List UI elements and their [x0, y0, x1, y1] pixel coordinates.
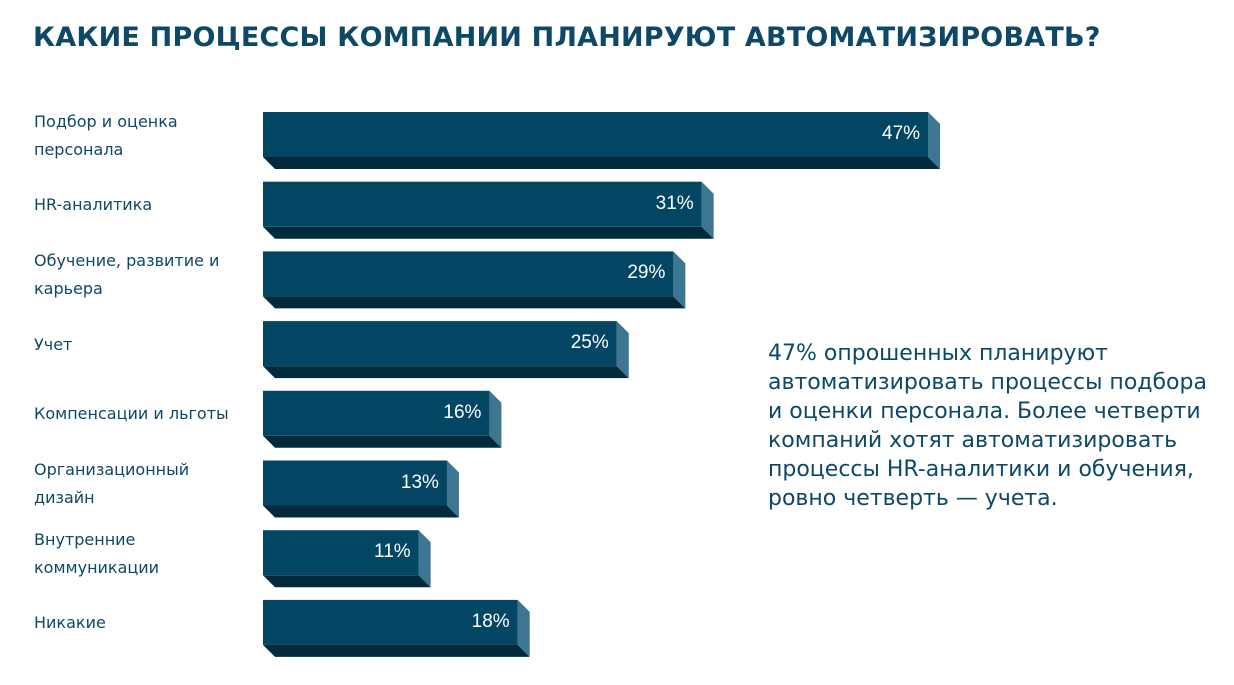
- bar-4: [263, 390, 502, 448]
- bar-value-label: 31%: [655, 192, 694, 214]
- bar-1: [263, 181, 714, 239]
- bar-value-label: 25%: [570, 332, 609, 354]
- category-label: Обучение, развитие и карьера: [34, 250, 220, 298]
- category-label: Учет: [34, 334, 73, 354]
- bar-bottom: [263, 505, 459, 518]
- bar-value-label: 29%: [627, 262, 666, 284]
- bar-front: [263, 460, 447, 506]
- bar-bottom: [263, 157, 941, 169]
- bar-value-label: 47%: [882, 123, 921, 144]
- bar-front: [263, 181, 702, 227]
- category-label: HR-аналитика: [34, 195, 153, 215]
- bar-bottom: [263, 296, 686, 309]
- bar-value-label: 13%: [400, 471, 439, 493]
- bar-side: [517, 599, 530, 657]
- bar-side: [446, 460, 459, 518]
- bar-7: [263, 599, 530, 657]
- bar-bottom: [263, 366, 629, 379]
- category-label: Компенсации и льготы: [34, 404, 229, 424]
- page-title: КАКИЕ ПРОЦЕССЫ КОМПАНИИ ПЛАНИРУЮТ АВТОМА…: [33, 22, 1101, 53]
- bar-bottom: [263, 226, 714, 239]
- category-label: Организационный дизайн: [34, 460, 190, 507]
- bar-6: [263, 530, 431, 588]
- bar-2: [263, 251, 686, 309]
- bar-bottom: [263, 644, 530, 657]
- bar-value-label: 18%: [471, 610, 510, 632]
- bar-bottom: [263, 575, 431, 588]
- bar-side: [616, 321, 629, 379]
- bar-front: [263, 321, 617, 367]
- bar-side: [701, 181, 714, 239]
- bar-bottom: [263, 435, 502, 448]
- category-label: Никакие: [34, 613, 106, 633]
- bar-0: [263, 112, 941, 169]
- bar-3: [263, 321, 629, 379]
- category-label: Подбор и оценка персонала: [34, 111, 178, 159]
- bar-value-label: 11%: [374, 541, 411, 563]
- summary-text: 47% опрошенных планируют автоматизироват…: [768, 341, 1207, 511]
- bar-front: [263, 390, 490, 436]
- category-label: Внутренние коммуникации: [34, 529, 160, 577]
- bar-side: [418, 530, 431, 588]
- bar-front: [263, 530, 419, 576]
- bar-side: [489, 390, 502, 448]
- bar-front: [263, 112, 929, 157]
- bar-value-label: 16%: [443, 401, 482, 423]
- bar-front: [263, 251, 674, 297]
- bar-side: [673, 251, 686, 309]
- bar-front: [263, 599, 518, 645]
- bar-side: [928, 112, 941, 169]
- bar-5: [263, 460, 459, 518]
